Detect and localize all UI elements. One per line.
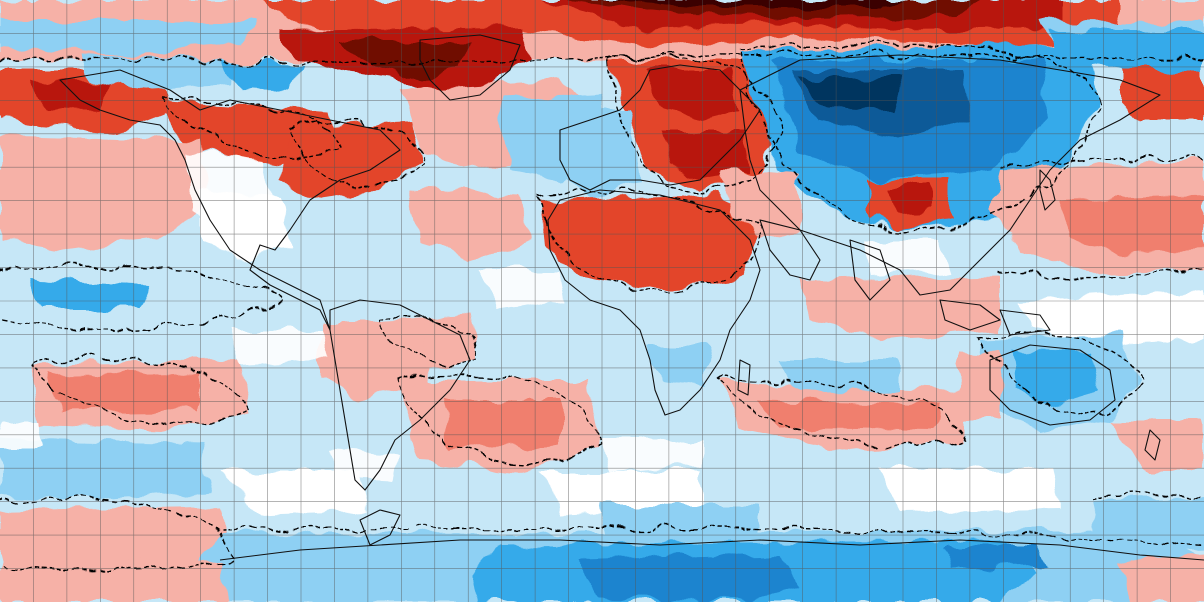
coastlines [59,34,1204,561]
siberia-anomaly [740,30,1204,230]
tibet-anomaly [870,180,950,230]
sahara-anomaly [540,170,800,290]
north-pacific-anomaly [0,160,1204,275]
tropics-anomaly [0,265,1204,420]
europe-anomaly [560,60,780,200]
neutral-zones [0,150,950,480]
antarctic-anomaly [0,530,1204,602]
